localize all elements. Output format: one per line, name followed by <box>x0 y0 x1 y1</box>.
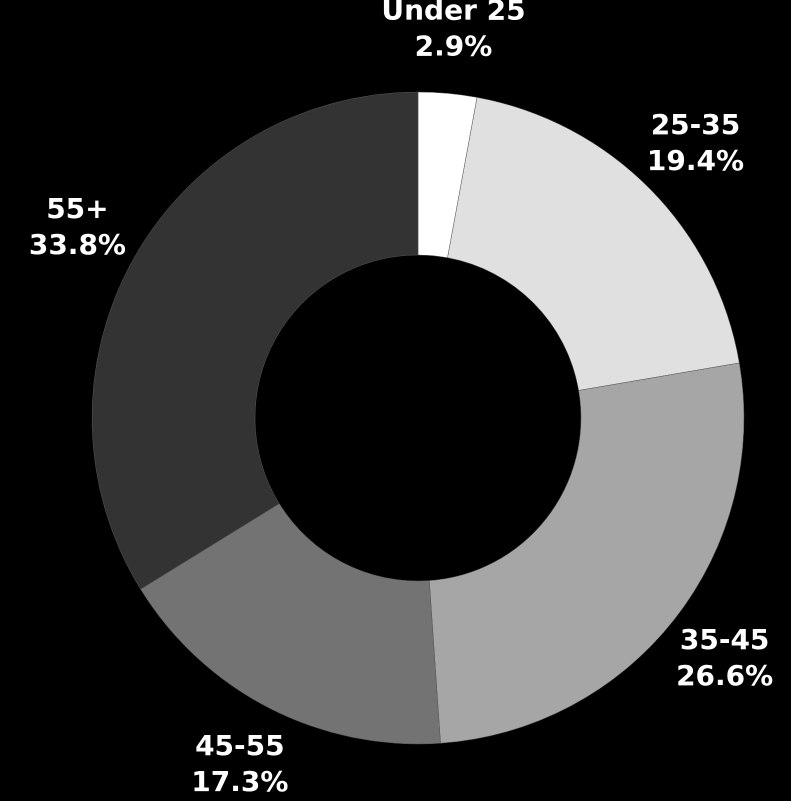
donut-slice <box>91 91 419 590</box>
slice-label: Under 25 <box>381 0 525 27</box>
slice-label: 45-55 <box>195 729 285 762</box>
slice-value-label: 17.3% <box>191 765 288 798</box>
donut-slice <box>428 362 745 744</box>
slice-value-label: 33.8% <box>29 228 126 261</box>
slice-label: 35-45 <box>680 623 770 656</box>
slice-value-label: 26.6% <box>676 659 773 692</box>
slice-label: 25-35 <box>651 108 741 141</box>
slice-label: 55+ <box>46 192 108 225</box>
donut-slice <box>447 97 740 391</box>
donut-slice <box>140 503 441 745</box>
slice-value-label: 2.9% <box>415 30 493 63</box>
slice-value-label: 19.4% <box>647 144 744 177</box>
